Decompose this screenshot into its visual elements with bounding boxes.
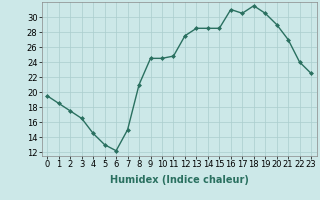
X-axis label: Humidex (Indice chaleur): Humidex (Indice chaleur)	[110, 175, 249, 185]
